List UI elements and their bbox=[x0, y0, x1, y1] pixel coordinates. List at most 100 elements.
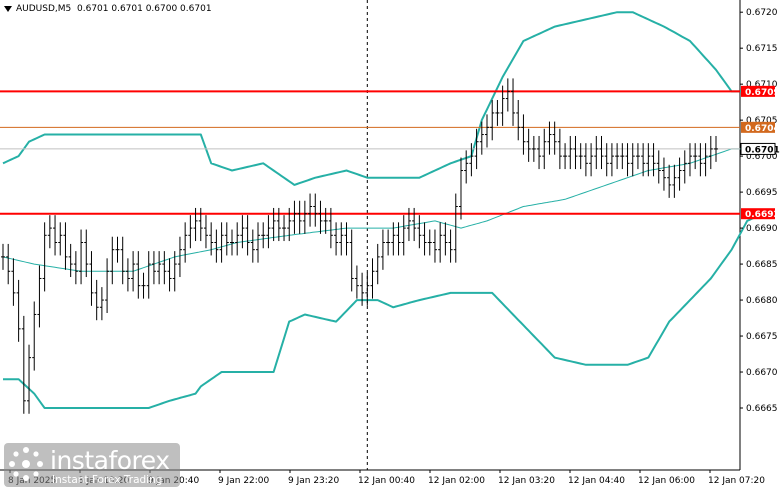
ohlc-bar bbox=[58, 222, 63, 256]
dropdown-triangle-icon[interactable] bbox=[4, 6, 12, 12]
ohlc-bar bbox=[209, 222, 214, 256]
price-tick-label: 0.6720 bbox=[746, 8, 778, 18]
ohlc-bar bbox=[615, 143, 620, 170]
price-tick-label: 0.6705 bbox=[746, 116, 778, 126]
ohlc-bar bbox=[99, 287, 104, 321]
ohlc-bar bbox=[505, 78, 510, 112]
ohlc-bar bbox=[136, 251, 141, 299]
ohlc-bar bbox=[469, 143, 474, 177]
ohlc-bar bbox=[188, 215, 193, 249]
ohlc-bar bbox=[630, 143, 635, 177]
ohlc-bar bbox=[656, 150, 661, 184]
logo-backdrop bbox=[4, 443, 180, 487]
ohlc-bar bbox=[63, 222, 68, 270]
ohlc-bar bbox=[583, 143, 588, 177]
ohlc-bar bbox=[552, 121, 557, 155]
ohlc-bar bbox=[370, 258, 375, 299]
time-tick-label: 12 Jan 04:40 bbox=[568, 476, 625, 486]
level-tag-bg bbox=[741, 121, 775, 133]
ohlc-bar bbox=[427, 229, 432, 256]
ohlc-bar bbox=[511, 78, 516, 126]
ohlc-bar bbox=[667, 164, 672, 198]
ohlc-bar bbox=[214, 229, 219, 263]
ohlc-bar bbox=[151, 251, 156, 285]
ohlc-bar bbox=[318, 200, 323, 234]
ohlc-bar bbox=[693, 143, 698, 170]
ohlc-bar bbox=[47, 215, 52, 249]
ohlc-bar bbox=[334, 222, 339, 256]
ohlc-bar bbox=[458, 157, 463, 220]
ohlc-bar bbox=[396, 222, 401, 256]
ohlc-bar bbox=[256, 222, 261, 263]
price-tick-label: 0.6670 bbox=[746, 368, 778, 378]
ohlc-bar bbox=[500, 85, 505, 126]
ohlc-bar bbox=[323, 207, 328, 234]
time-tick-label: 9 Jan 22:00 bbox=[218, 476, 270, 486]
ohlc-bar bbox=[375, 243, 380, 285]
ohlc-bar bbox=[240, 215, 245, 249]
grid-layer bbox=[0, 0, 741, 471]
ohlc-bar bbox=[6, 243, 11, 285]
ohlc-bar bbox=[698, 143, 703, 177]
ohlc-bar bbox=[412, 207, 417, 242]
upper-band-line bbox=[2, 11, 763, 186]
ohlc-bar bbox=[641, 143, 646, 177]
price-tick-label: 0.6690 bbox=[746, 224, 778, 234]
ohlc-bar bbox=[526, 128, 531, 162]
ohlc-bar bbox=[547, 121, 552, 155]
ohlc-bar bbox=[485, 114, 490, 148]
price-tick-label: 0.6695 bbox=[746, 188, 778, 198]
ohlc-bar bbox=[42, 222, 47, 292]
time-tick-label: 12 Jan 03:20 bbox=[498, 476, 555, 486]
ohlc-bar bbox=[682, 150, 687, 184]
ohlc-bar bbox=[271, 207, 276, 242]
price-tick-label: 0.6665 bbox=[746, 404, 778, 414]
instaforex-logo: instaforex Instant Forex Trading bbox=[6, 444, 186, 486]
ohlc-bar bbox=[677, 157, 682, 191]
time-tick-label: 9 Jan 23:20 bbox=[288, 476, 340, 486]
ohlc-bar bbox=[495, 99, 500, 126]
ohlc-bar bbox=[32, 301, 37, 371]
ohlc-bar bbox=[16, 279, 21, 342]
ohlc-bar bbox=[604, 143, 609, 177]
ohlc-bar bbox=[479, 121, 484, 155]
ohlc-bar bbox=[625, 143, 630, 177]
ohlc-bar bbox=[443, 222, 448, 256]
ohlc-bar bbox=[89, 251, 94, 306]
ohlc-bar bbox=[599, 135, 604, 170]
ohlc-bar bbox=[635, 143, 640, 170]
ohlc-bar bbox=[193, 207, 198, 242]
ohlc-bar bbox=[646, 143, 651, 177]
ohlc-readout: 0.6701 0.6701 0.6700 0.6701 bbox=[77, 4, 212, 14]
ohlc-bar bbox=[302, 200, 307, 234]
level-tag-label: 0.6701 bbox=[745, 145, 780, 155]
ohlc-bar bbox=[110, 236, 115, 285]
ohlc-bar bbox=[115, 236, 120, 263]
ohlc-bar bbox=[490, 99, 495, 141]
ohlc-bar bbox=[714, 135, 718, 162]
ohlc-bar bbox=[11, 258, 16, 306]
price-tick-label: 0.6680 bbox=[746, 296, 778, 306]
ohlc-bar bbox=[297, 200, 302, 234]
price-tick-label: 0.6710 bbox=[746, 80, 778, 90]
level-tag-bg bbox=[740, 142, 776, 155]
level-tag-bg bbox=[741, 85, 775, 97]
ohlc-bar bbox=[573, 135, 578, 170]
logo-icon bbox=[9, 447, 43, 481]
ohlc-bar bbox=[391, 222, 396, 256]
price-axis: 0.6720 0.6715 0.6710 0.6705 0.6700 0.6695 0.66… bbox=[740, 8, 780, 414]
ohlc-bar bbox=[703, 143, 708, 177]
ohlc-bar bbox=[609, 143, 614, 177]
ohlc-bar bbox=[328, 207, 333, 249]
ohlc-bar bbox=[235, 222, 240, 256]
ohlc-bar bbox=[131, 251, 136, 292]
ohlc-bar bbox=[21, 315, 26, 414]
ohlc-bar bbox=[620, 143, 625, 170]
ohlc-bar bbox=[141, 272, 146, 299]
ohlc-bar bbox=[464, 150, 469, 184]
ohlc-bar bbox=[542, 128, 547, 170]
ohlc-bar bbox=[365, 272, 370, 306]
ohlc-bar bbox=[313, 193, 318, 227]
ohlc-bar bbox=[219, 222, 224, 263]
